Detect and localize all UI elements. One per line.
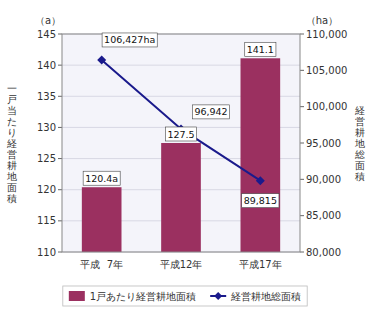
data-label-box [102, 33, 157, 47]
tick-mark [300, 143, 304, 144]
marks [82, 55, 280, 252]
tick-label: 130 [37, 122, 56, 133]
tick-mark [58, 65, 62, 66]
data-label-box [245, 42, 276, 56]
data-label-group: 89,815 [242, 194, 279, 208]
tick-label: 115 [37, 215, 56, 226]
tick-mark [300, 34, 304, 35]
data-label-group: 106,427ha [102, 33, 157, 47]
bar [82, 187, 122, 252]
tick-mark [300, 252, 304, 253]
tick-mark [58, 127, 62, 128]
data-label: 120.4a [85, 173, 118, 184]
data-label: 96,942 [194, 106, 227, 117]
axis-label: 一戸当たり経営耕地面積 [6, 83, 17, 204]
tick-label: 120 [37, 184, 56, 195]
data-label-group: 127.5 [165, 127, 196, 141]
data-label-group: 120.4a [83, 171, 120, 185]
tick-mark [58, 252, 62, 253]
axis-label: 経営耕地総面積 [354, 105, 365, 182]
category-label: 平成 7年 [80, 259, 123, 270]
data-label: 89,815 [244, 195, 277, 206]
data-label-box [83, 171, 120, 185]
category-label: 平成17年 [239, 259, 282, 270]
data-label-group: 96,942 [192, 105, 229, 119]
tick-label: 140 [37, 60, 56, 71]
tick-mark [300, 70, 304, 71]
line [102, 60, 261, 181]
tick-label: 110,000 [306, 29, 347, 40]
tick-mark [300, 215, 304, 216]
data-label: 141.1 [247, 44, 274, 55]
data-label-box [242, 194, 279, 208]
legend: 1戸あたり経営耕地面積 経営耕地総面積 [63, 286, 307, 306]
tick-label: 110 [37, 247, 56, 258]
legend-item: 経営耕地総面積 [210, 291, 301, 302]
legend-label: 経営耕地総面積 [230, 291, 301, 302]
tick-label: 80,000 [306, 247, 341, 258]
tick-mark [58, 96, 62, 97]
category-label: 平成12年 [160, 259, 203, 270]
tick-mark [58, 158, 62, 159]
marker [97, 55, 106, 64]
data-label: 106,427ha [104, 34, 155, 45]
data-label-group: 141.1 [245, 42, 276, 56]
tick-mark [58, 34, 62, 35]
tick-label: 125 [37, 153, 56, 164]
data-label: 127.5 [167, 129, 194, 140]
plot-frame [62, 34, 300, 252]
legend-marker [214, 292, 222, 300]
data-label-box [165, 127, 196, 141]
tick-label: 85,000 [306, 210, 341, 221]
tick-mark [58, 220, 62, 221]
tick-label: 90,000 [306, 174, 341, 185]
tick-mark [300, 106, 304, 107]
tick-label: 95,000 [306, 138, 341, 149]
marker [256, 176, 265, 185]
bar [241, 58, 281, 252]
tick-label: 135 [37, 91, 56, 102]
tick-label: 105,000 [306, 65, 347, 76]
tick-mark [58, 189, 62, 190]
legend-label: 1戸あたり経営耕地面積 [90, 291, 196, 302]
unit-label: （ha） [306, 15, 338, 26]
legend-swatch [69, 291, 85, 301]
tick-mark [300, 179, 304, 180]
tick-label: 145 [37, 29, 56, 40]
legend-item: 1戸あたり経営耕地面積 [69, 291, 196, 302]
unit-label: （a） [35, 15, 61, 26]
bar [161, 143, 201, 252]
tick-label: 100,000 [306, 101, 347, 112]
data-label-box [192, 105, 229, 119]
legend-box [63, 286, 307, 306]
